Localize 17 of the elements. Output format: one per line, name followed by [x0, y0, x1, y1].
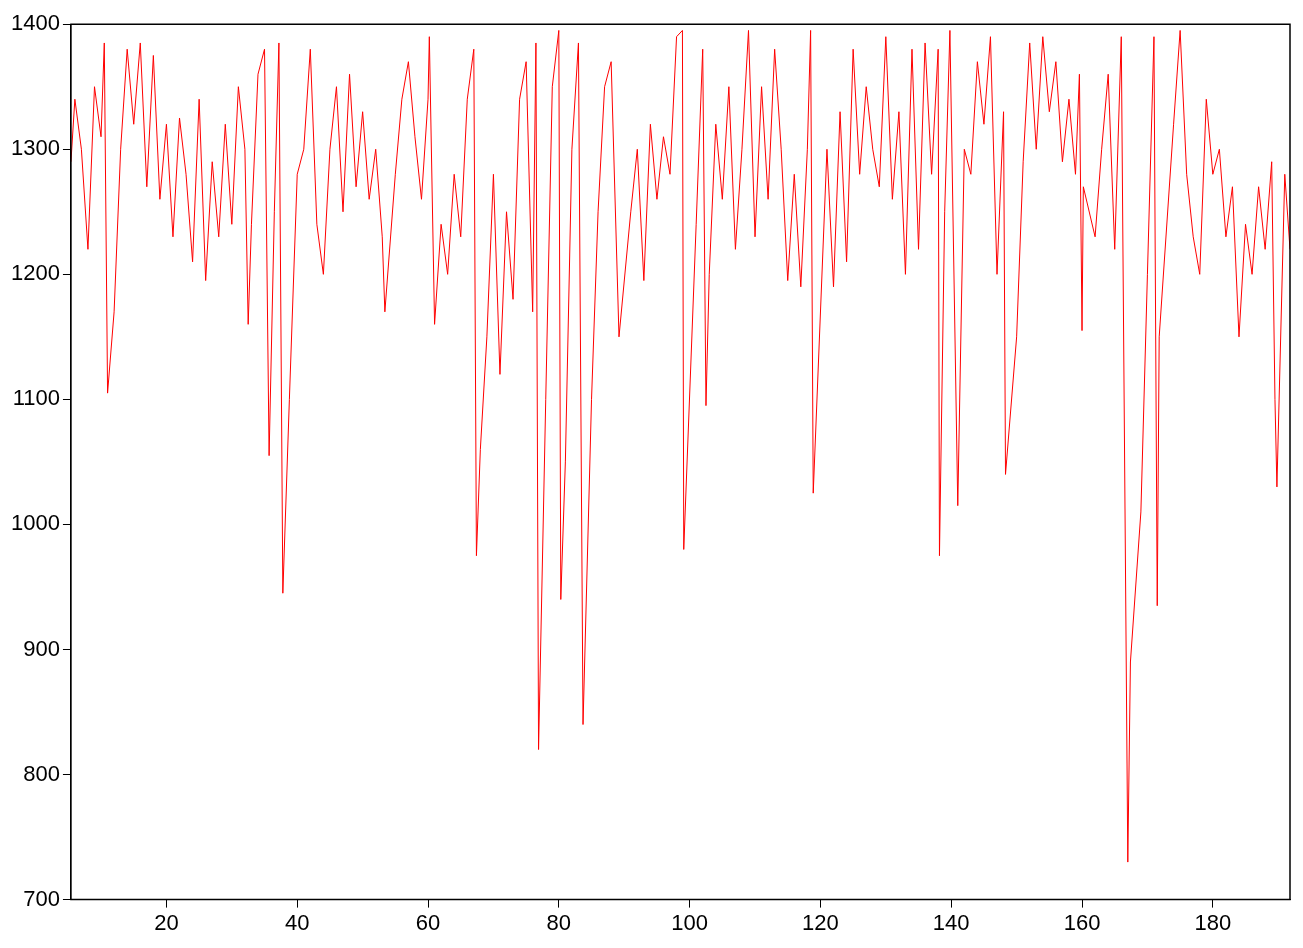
x-tick-label: 180: [1194, 909, 1232, 935]
x-tick-label: 140: [932, 909, 970, 935]
y-tick-label: 1200: [10, 260, 60, 286]
y-tick-label: 1000: [10, 510, 60, 536]
y-tick-label: 1100: [12, 385, 60, 411]
y-tick-label: 1400: [10, 10, 60, 36]
y-tick-label: 900: [23, 635, 60, 661]
x-tick-label: 120: [802, 909, 839, 935]
y-tick-label: 1300: [10, 135, 60, 161]
x-tick-label: 40: [284, 909, 310, 935]
y-tick-label: 800: [23, 760, 60, 786]
x-tick-label: 20: [154, 909, 179, 935]
x-tick-label: 100: [671, 909, 708, 935]
x-tick-label: 60: [415, 909, 441, 935]
x-tick-label: 80: [546, 909, 572, 935]
x-tick-label: 160: [1063, 909, 1101, 935]
y-tick-label: 700: [23, 885, 60, 911]
